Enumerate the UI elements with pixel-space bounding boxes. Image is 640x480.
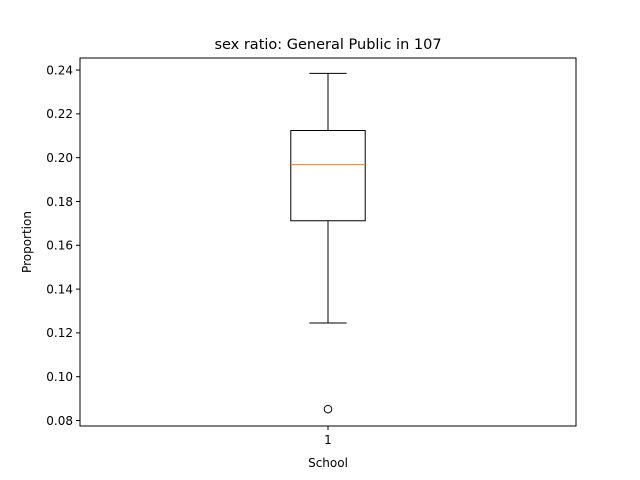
y-axis: 0.08 0.10 0.12 0.14 0.16 0.18 0.20 0.22 0.24 — [46, 63, 80, 428]
y-tick-label: 0.08 — [46, 414, 73, 428]
iqr-box — [290, 130, 366, 222]
y-tick-label: 0.18 — [46, 195, 73, 209]
outlier-point — [323, 404, 333, 414]
chart-title: sex ratio: General Public in 107 — [214, 37, 441, 53]
y-tick-label: 0.10 — [46, 370, 73, 384]
x-axis: 1 — [324, 426, 332, 447]
y-tick-label: 0.12 — [46, 326, 73, 340]
y-tick-label: 0.22 — [46, 107, 73, 121]
box-group — [290, 72, 366, 414]
y-tick-label: 0.14 — [46, 282, 73, 296]
y-axis-label: Proportion — [20, 211, 34, 273]
box-series — [290, 72, 366, 414]
y-tick-label: 0.20 — [46, 151, 73, 165]
y-tick-label: 0.24 — [46, 63, 73, 77]
x-axis-label: School — [308, 456, 348, 470]
y-tick-label: 0.16 — [46, 239, 73, 253]
x-tick-label: 1 — [324, 433, 332, 447]
